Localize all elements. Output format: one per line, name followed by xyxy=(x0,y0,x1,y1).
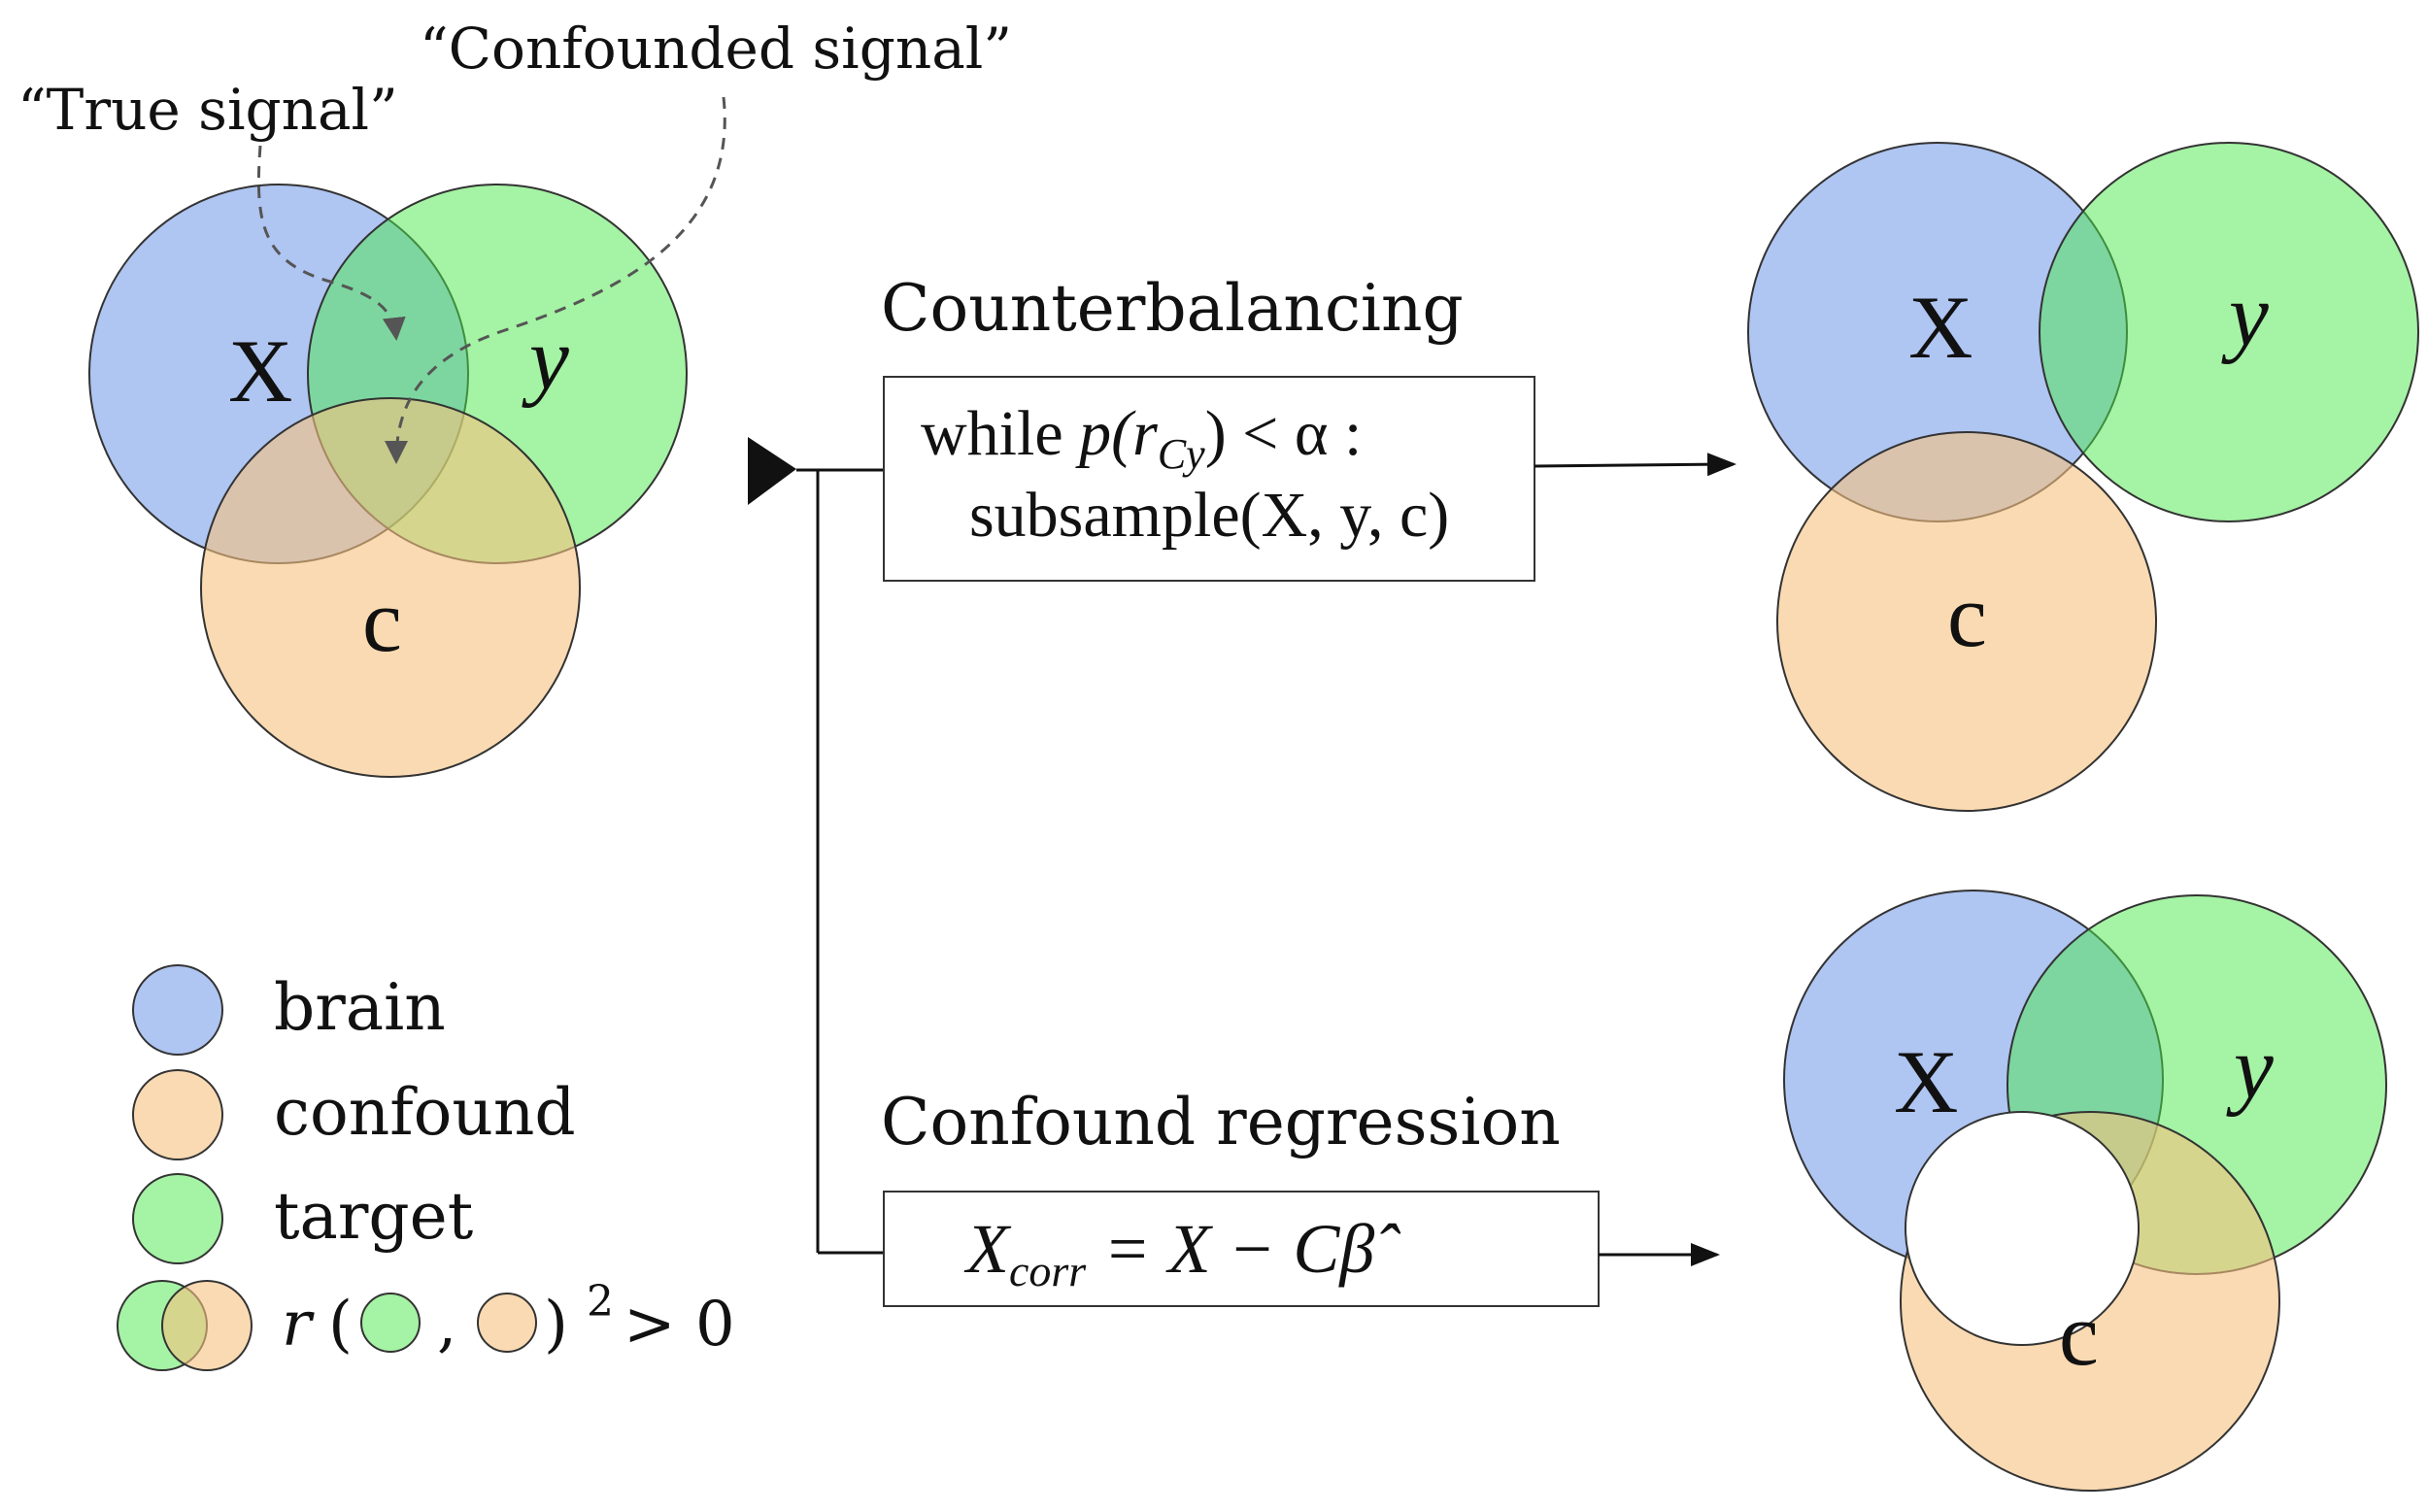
venn-label-confound-reg: c xyxy=(2059,1285,2099,1384)
legend-label-brain: brain xyxy=(274,970,446,1045)
true-signal-label: “True signal” xyxy=(17,77,398,143)
confound-regression-box xyxy=(883,1191,1600,1307)
brain-circle-icon xyxy=(132,964,223,1056)
confound-circle xyxy=(200,397,581,778)
confound-circle-icon xyxy=(132,1069,223,1160)
confound-regression-title: Confound regression xyxy=(881,1085,1561,1159)
target-circle-cb xyxy=(2039,142,2419,522)
venn-label-target-reg: y xyxy=(2226,1018,2274,1117)
counterbalancing-method: Counterbalancing while p(rCy) < α : subs… xyxy=(881,271,1737,582)
venn-regressed: X y c xyxy=(1783,890,2387,1492)
legend: brain confound target r ( , ) 2 > 0 xyxy=(117,964,735,1371)
counterbalancing-title: Counterbalancing xyxy=(881,271,1464,346)
venn-counterbalanced: X y c xyxy=(1747,142,2419,812)
legend-label-target: target xyxy=(274,1179,473,1254)
confounded-signal-pointer xyxy=(385,96,726,464)
counterbalancing-arrow xyxy=(1534,453,1737,477)
correlation-inequality: > 0 xyxy=(624,1289,735,1361)
target-circle-icon xyxy=(132,1173,223,1264)
legend-label-confound: confound xyxy=(274,1075,576,1150)
counterbalancing-line1: while p(rCy) < α : xyxy=(921,398,1362,478)
venn-label-confound-cb: c xyxy=(1947,566,1987,665)
branch-triangle xyxy=(748,437,796,505)
confound-circle-cb xyxy=(1776,431,2157,812)
venn-label-target-cb: y xyxy=(2221,265,2269,364)
correlation-open-paren: ( xyxy=(328,1289,353,1361)
correlation-close-paren: ) xyxy=(544,1289,568,1361)
venn-original: X y c xyxy=(88,184,688,778)
venn-label-target: y xyxy=(522,309,569,408)
removed-region xyxy=(1905,1111,2140,1346)
venn-label-confound: c xyxy=(362,571,402,670)
confound-regression-method: Confound regression Xcorr = X − Cβ̂ xyxy=(881,1085,1720,1307)
venn-label-brain: X xyxy=(228,321,292,420)
true-signal-pointer xyxy=(256,145,406,341)
venn-label-brain-reg: X xyxy=(1894,1032,1958,1131)
counterbalancing-line2: subsample(X, y, c) xyxy=(969,480,1449,551)
annotations: “True signal” “Confounded signal” xyxy=(17,16,1012,464)
correlation-comma: , xyxy=(437,1289,456,1361)
correlation-exponent: 2 xyxy=(587,1277,614,1327)
correlation-target-icon xyxy=(360,1293,421,1353)
correlation-confound-icon xyxy=(477,1293,537,1353)
venn-label-brain-cb: X xyxy=(1908,278,1973,377)
correlation-r: r xyxy=(282,1289,315,1361)
counterbalancing-box xyxy=(883,376,1535,582)
confounded-signal-label: “Confounded signal” xyxy=(420,16,1012,82)
branch-connector xyxy=(748,437,884,1255)
overlap-confound-icon xyxy=(161,1280,253,1371)
